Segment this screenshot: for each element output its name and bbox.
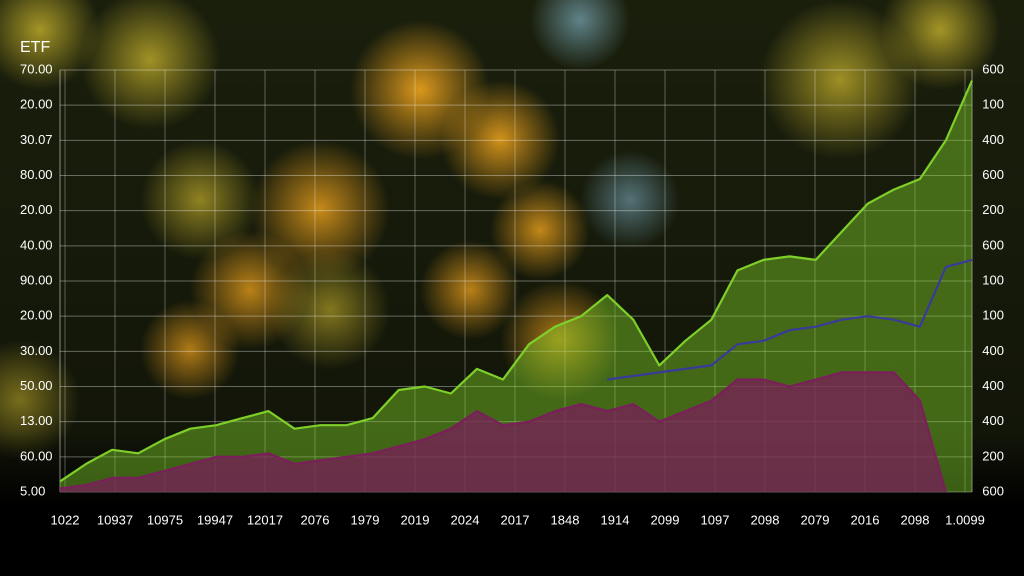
y2-tick-label: 400 (982, 132, 1004, 147)
y-tick-label: 40.00 (20, 237, 53, 252)
x-tick-label: 19947 (197, 512, 233, 527)
x-tick-label: 1914 (601, 512, 630, 527)
line (59, 371, 947, 493)
y-tick-label: 50.00 (20, 378, 53, 393)
y2-tick-label: 600 (982, 483, 1004, 498)
y-tick-label: 90.00 (20, 272, 53, 287)
y2-tick-label: 600 (982, 167, 1004, 182)
y-tick-label: 70.00 (20, 61, 53, 76)
x-tick-label: 2016 (851, 512, 880, 527)
line (59, 80, 974, 483)
y2-tick-label: 100 (982, 308, 1004, 323)
y-tick-label: 5.00 (20, 483, 45, 498)
y-tick-label: 60.00 (20, 448, 53, 463)
y-tick-label: 30.00 (20, 343, 53, 358)
y-tick-label: 20.00 (20, 308, 53, 323)
y-tick-label: 13.00 (20, 413, 53, 428)
y2-tick-label: 400 (982, 413, 1004, 428)
x-tick-label: 1979 (351, 512, 380, 527)
y2-tick-label: 100 (982, 272, 1004, 287)
y2-tick-label: 400 (982, 378, 1004, 393)
x-tick-label: 2079 (801, 512, 830, 527)
x-tick-label: 2019 (401, 512, 430, 527)
x-tick-label: 10937 (97, 512, 133, 527)
y2-tick-label: 200 (982, 448, 1004, 463)
x-tick-label: 2098 (901, 512, 930, 527)
x-tick-label: 2017 (501, 512, 530, 527)
y2-tick-label: 600 (982, 61, 1004, 76)
x-tick-label: 2076 (301, 512, 330, 527)
y2-tick-label: 600 (982, 237, 1004, 252)
y2-tick-label: 200 (982, 202, 1004, 217)
y2-tick-label: 100 (982, 97, 1004, 112)
x-tick-label: 1022 (51, 512, 80, 527)
y2-tick-label: 400 (982, 343, 1004, 358)
x-tick-label: 1848 (551, 512, 580, 527)
x-tick-label: 1.0099 (945, 512, 985, 527)
x-tick-label: 12017 (247, 512, 283, 527)
x-tick-label: 2098 (751, 512, 780, 527)
area (60, 372, 946, 492)
chart-title: ETF (20, 39, 50, 56)
line (607, 258, 973, 381)
y-tick-label: 20.00 (20, 202, 53, 217)
y-tick-label: 30.07 (20, 132, 53, 147)
y-tick-label: 80.00 (20, 167, 53, 182)
y-tick-label: 20.00 (20, 97, 53, 112)
x-tick-label: 2024 (451, 512, 480, 527)
x-tick-label: 2099 (651, 512, 680, 527)
x-tick-label: 1097 (701, 512, 730, 527)
x-tick-label: 10975 (147, 512, 183, 527)
